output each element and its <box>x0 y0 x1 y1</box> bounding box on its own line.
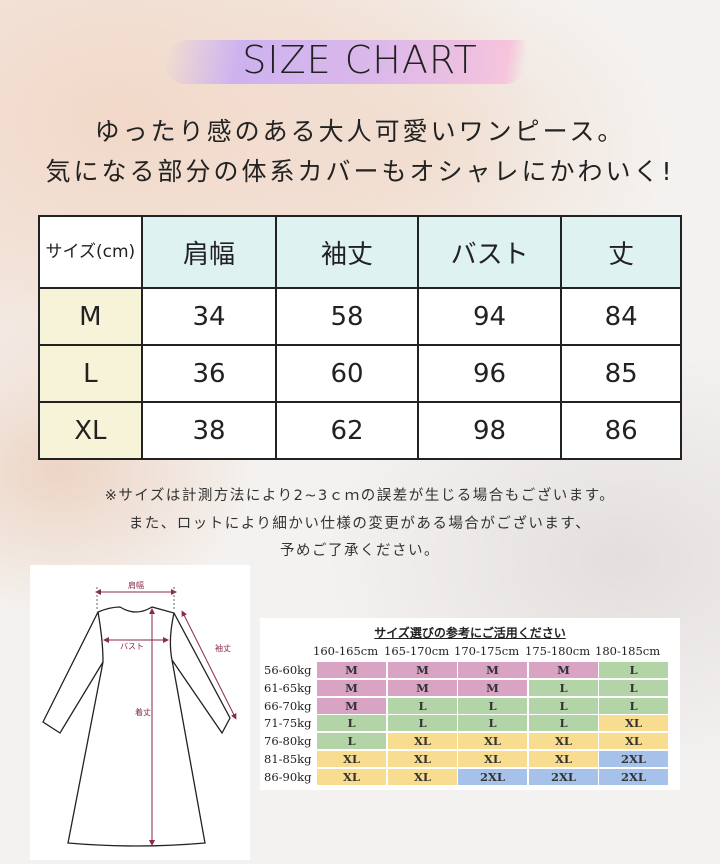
recommended-size-cell: M <box>317 662 386 678</box>
size-recommendation-table: サイズ選びの参考にご活用ください 160-165cm 165-170cm 170-1… <box>260 618 680 790</box>
weight-label: 86-90kg <box>264 769 312 784</box>
size-table: サイズ(cm) 肩幅 袖丈 バスト 丈 M 34 58 94 84 L 36 60 96 85 … <box>38 215 682 460</box>
recommended-size-cell: L <box>388 715 457 732</box>
header-length: 丈 <box>560 215 682 289</box>
table-cell: 84 <box>560 287 682 346</box>
header-bust: バスト <box>416 215 563 289</box>
recommended-size-cell: XL <box>388 768 457 785</box>
weight-label: 66-70kg <box>264 698 312 713</box>
weight-label: 56-60kg <box>264 663 312 677</box>
reference-title: サイズ選びの参考にご活用ください <box>374 626 566 640</box>
recommended-size-cell: XL <box>458 733 527 750</box>
table-cell: 58 <box>275 287 419 346</box>
recommended-size-cell: L <box>599 662 668 678</box>
recommended-size-cell: 2XL <box>599 768 668 785</box>
label-bust: バスト <box>120 642 144 651</box>
header-size: サイズ(cm) <box>38 215 143 289</box>
tagline-2: 気になる部分の体系カバーもオシャレにかわいく! <box>45 157 675 186</box>
table-cell: 38 <box>140 401 278 460</box>
weight-label: 76-80kg <box>264 734 312 749</box>
size-label: L <box>38 344 143 403</box>
table-cell: 34 <box>140 287 278 346</box>
recommended-size-cell: L <box>529 697 598 714</box>
table-cell: 85 <box>560 344 682 403</box>
recommended-size-cell: XL <box>317 751 386 767</box>
height-header: 180-185cm <box>595 644 661 658</box>
recommended-size-cell: 2XL <box>529 768 598 785</box>
table-cell: 60 <box>275 344 419 403</box>
recommended-size-cell: M <box>458 662 527 678</box>
recommended-size-cell: M <box>317 679 386 696</box>
header-shoulder: 肩幅 <box>140 215 278 289</box>
note-3: 予めご了承ください。 <box>280 543 440 559</box>
recommended-size-cell: XL <box>317 768 386 785</box>
recommended-size-cell: L <box>599 697 668 714</box>
recommended-size-cell: M <box>388 679 457 696</box>
label-sleeve: 袖丈 <box>215 643 231 653</box>
recommended-size-cell: XL <box>529 751 598 767</box>
recommended-size-cell: L <box>458 715 527 732</box>
dress-measurement-diagram: 肩幅 バスト 袖丈 着丈 <box>30 565 250 860</box>
table-cell: 36 <box>140 344 278 403</box>
height-header: 160-165cm <box>313 644 379 658</box>
table-cell: 98 <box>416 401 563 460</box>
table-row: L 36 60 96 85 <box>38 344 682 403</box>
recommended-size-cell: L <box>317 733 386 750</box>
recommended-size-cell: L <box>388 697 457 714</box>
recommended-size-cell: L <box>529 715 598 732</box>
weight-label: 81-85kg <box>264 752 312 766</box>
recommended-size-cell: L <box>529 679 598 696</box>
page-title: SIZE CHART <box>242 38 478 82</box>
height-header: 175-180cm <box>525 644 591 658</box>
label-length: 着丈 <box>135 707 151 717</box>
label-shoulder: 肩幅 <box>128 580 144 590</box>
recommended-size-cell: L <box>458 697 527 714</box>
recommended-size-cell: XL <box>599 733 668 750</box>
table-cell: 62 <box>275 401 419 460</box>
tagline-1: ゆったり感のある大人可愛いワンピース。 <box>94 117 626 146</box>
table-row: XL 38 62 98 86 <box>38 401 682 460</box>
recommended-size-cell: M <box>317 697 386 714</box>
weight-label: 61-65kg <box>264 680 312 695</box>
recommended-size-cell: XL <box>529 733 598 750</box>
recommended-size-cell: M <box>388 662 457 678</box>
recommended-size-cell: XL <box>599 715 668 732</box>
height-header: 170-175cm <box>454 644 520 658</box>
size-table-header: サイズ(cm) 肩幅 袖丈 バスト 丈 <box>38 215 682 289</box>
height-header: 165-170cm <box>384 644 450 658</box>
table-row: M 34 58 94 84 <box>38 287 682 346</box>
size-label: XL <box>38 401 143 460</box>
weight-label: 71-75kg <box>264 716 312 731</box>
header-sleeve: 袖丈 <box>275 215 419 289</box>
table-cell: 94 <box>416 287 563 346</box>
table-cell: 96 <box>416 344 563 403</box>
recommended-size-cell: XL <box>388 751 457 767</box>
recommended-size-cell: 2XL <box>458 768 527 785</box>
recommended-size-cell: XL <box>458 751 527 767</box>
note-2: また、ロットにより細かい仕様の変更がある場合がございます、 <box>128 516 592 532</box>
note-1: ※サイズは計測方法により2~3ｃｍの誤差が生じる場合もございます。 <box>104 488 616 504</box>
recommended-size-cell: M <box>458 679 527 696</box>
recommended-size-cell: 2XL <box>599 751 668 767</box>
dress-outline-icon: 肩幅 バスト 袖丈 着丈 <box>42 580 237 847</box>
recommended-size-cell: XL <box>388 733 457 750</box>
recommended-size-cell: L <box>599 679 668 696</box>
recommended-size-cell: L <box>317 715 386 732</box>
recommended-size-cell: M <box>529 662 598 678</box>
table-cell: 86 <box>560 401 682 460</box>
size-label: M <box>38 287 143 346</box>
